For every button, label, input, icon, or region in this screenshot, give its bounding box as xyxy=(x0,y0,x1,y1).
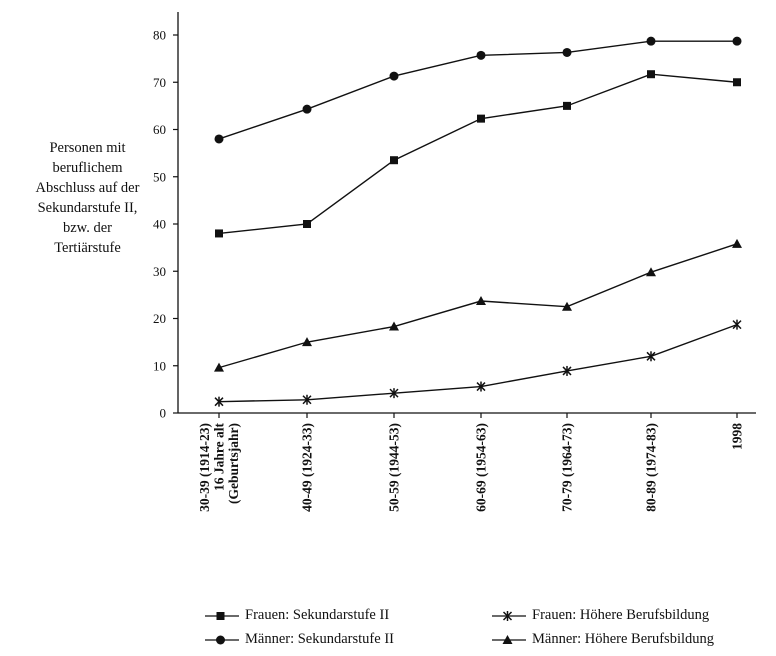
data-point-square xyxy=(563,101,571,110)
data-point-triangle xyxy=(476,296,486,306)
y-tick-label: 20 xyxy=(153,311,166,326)
y-tick-label: 60 xyxy=(153,122,166,137)
triangle-marker-icon xyxy=(492,635,526,644)
x-tick-label: 30-39 (1914-23)16 Jahre alt(Geburtsjahr) xyxy=(197,423,241,512)
legend-label: Frauen: Höhere Berufsbildung xyxy=(532,607,710,623)
data-point-star xyxy=(214,396,224,407)
data-point-circle xyxy=(389,71,399,81)
data-point-triangle xyxy=(646,267,656,277)
data-point-circle xyxy=(732,36,742,46)
data-point-square xyxy=(733,78,741,87)
y-tick-label: 70 xyxy=(153,75,166,90)
circle-marker-icon xyxy=(205,635,239,645)
data-point-square xyxy=(215,229,223,238)
legend-label: Männer: Höhere Berufsbildung xyxy=(532,631,715,647)
data-point-triangle xyxy=(389,321,399,331)
data-point-triangle xyxy=(302,337,312,347)
legend-label: Männer: Sekundarstufe II xyxy=(245,631,394,647)
y-tick-label: 80 xyxy=(153,28,166,43)
square-marker-icon xyxy=(205,612,239,620)
y-tick-label: 0 xyxy=(160,406,167,421)
star-marker-icon xyxy=(492,611,526,621)
data-point-star xyxy=(476,381,486,392)
data-point-square xyxy=(303,220,311,228)
data-point-circle xyxy=(214,134,224,144)
data-point-circle xyxy=(476,50,486,60)
legend-label: Frauen: Sekundarstufe II xyxy=(245,607,390,623)
data-point-square xyxy=(647,70,655,79)
x-tick-label: 80-89 (1974-83) xyxy=(644,423,659,512)
data-point-circle xyxy=(302,104,312,114)
data-point-triangle xyxy=(732,238,742,248)
y-tick-label: 10 xyxy=(153,358,166,373)
x-tick-label: 70-79 (1964-73) xyxy=(560,423,575,512)
data-point-triangle xyxy=(214,362,224,372)
x-tick-label: 60-69 (1954-63) xyxy=(474,423,489,512)
x-tick-label: 1998 xyxy=(730,423,745,450)
y-axis-label: Personen mit beruflichem Abschluss auf d… xyxy=(35,140,140,256)
data-point-star xyxy=(302,394,312,405)
y-tick-label: 40 xyxy=(153,217,166,232)
data-point-circle xyxy=(646,36,656,46)
data-point-square xyxy=(390,156,398,165)
data-point-triangle xyxy=(562,301,572,311)
data-point-circle xyxy=(562,47,572,57)
y-tick-label: 50 xyxy=(153,169,166,184)
y-tick-label: 30 xyxy=(153,264,166,279)
x-tick-label: 50-59 (1944-53) xyxy=(387,423,402,512)
data-point-square xyxy=(477,114,485,123)
data-point-star xyxy=(732,319,742,330)
data-point-star xyxy=(389,388,399,399)
series-line-1 xyxy=(218,73,738,235)
data-point-star xyxy=(562,365,572,376)
x-tick-label: 40-49 (1924-33) xyxy=(300,423,315,512)
series-line-2 xyxy=(218,243,738,369)
data-point-star xyxy=(646,351,656,362)
